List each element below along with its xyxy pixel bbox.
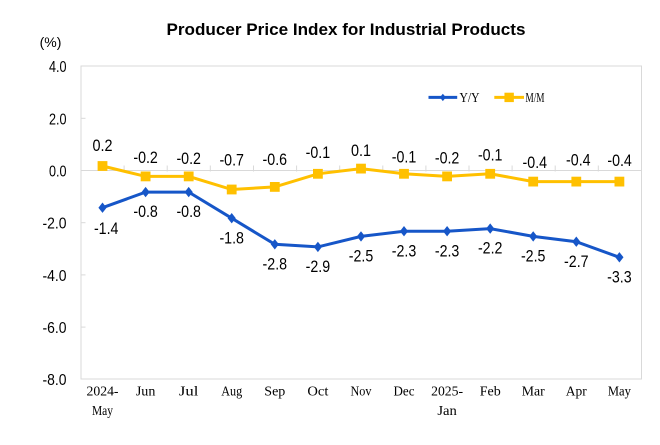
svg-text:-0.8: -0.8 [176, 202, 201, 221]
svg-text:2025-: 2025- [431, 385, 463, 400]
svg-text:Dec: Dec [394, 385, 415, 400]
svg-text:May: May [608, 385, 631, 400]
svg-text:-2.8: -2.8 [263, 254, 288, 273]
svg-text:Oct: Oct [307, 385, 328, 400]
svg-text:0.1: 0.1 [351, 141, 371, 160]
svg-text:Sep: Sep [264, 385, 285, 400]
svg-text:-2.5: -2.5 [521, 247, 546, 266]
svg-text:0.0: 0.0 [49, 164, 67, 181]
svg-text:-2.5: -2.5 [349, 247, 374, 266]
svg-text:2.0: 2.0 [49, 111, 67, 128]
svg-text:(%): (%) [40, 34, 62, 50]
svg-text:-2.7: -2.7 [564, 252, 589, 271]
svg-text:-0.2: -0.2 [133, 148, 158, 167]
svg-text:-0.4: -0.4 [523, 153, 548, 172]
svg-text:Nov: Nov [351, 385, 372, 400]
svg-text:-4.0: -4.0 [43, 268, 67, 285]
svg-text:Producer Price Index for Indus: Producer Price Index for Industrial Prod… [167, 21, 526, 39]
svg-text:-0.4: -0.4 [607, 151, 632, 170]
svg-text:-0.1: -0.1 [478, 145, 503, 164]
svg-text:Y/Y: Y/Y [460, 91, 480, 106]
svg-text:-8.0: -8.0 [43, 372, 67, 389]
svg-text:-0.7: -0.7 [219, 151, 244, 170]
svg-text:M/M: M/M [526, 91, 545, 106]
svg-text:Jan: Jan [437, 404, 457, 419]
svg-text:-0.6: -0.6 [263, 150, 288, 169]
svg-text:4.0: 4.0 [49, 59, 67, 76]
svg-text:-2.3: -2.3 [435, 241, 460, 260]
svg-text:-0.4: -0.4 [566, 151, 591, 170]
svg-text:-0.1: -0.1 [306, 143, 331, 162]
svg-text:Aug: Aug [221, 385, 242, 400]
svg-text:Jul: Jul [179, 385, 199, 400]
svg-text:Jun: Jun [136, 385, 156, 400]
svg-text:-0.8: -0.8 [133, 202, 158, 221]
svg-text:Feb: Feb [480, 385, 501, 400]
svg-text:Mar: Mar [522, 385, 545, 400]
svg-text:-2.3: -2.3 [392, 241, 417, 260]
svg-text:-1.8: -1.8 [219, 228, 244, 247]
svg-text:-6.0: -6.0 [43, 320, 67, 337]
svg-text:-0.2: -0.2 [176, 149, 201, 168]
svg-text:Apr: Apr [566, 385, 587, 400]
svg-text:-0.2: -0.2 [435, 148, 460, 167]
svg-text:-2.2: -2.2 [478, 239, 503, 258]
svg-text:-3.3: -3.3 [607, 267, 632, 286]
svg-text:0.2: 0.2 [93, 136, 113, 155]
svg-text:2024-: 2024- [87, 385, 119, 400]
svg-text:-2.9: -2.9 [306, 257, 331, 276]
svg-text:May: May [92, 404, 113, 419]
svg-text:-0.1: -0.1 [392, 148, 417, 167]
svg-text:-1.4: -1.4 [94, 219, 119, 238]
svg-text:-2.0: -2.0 [43, 216, 67, 233]
